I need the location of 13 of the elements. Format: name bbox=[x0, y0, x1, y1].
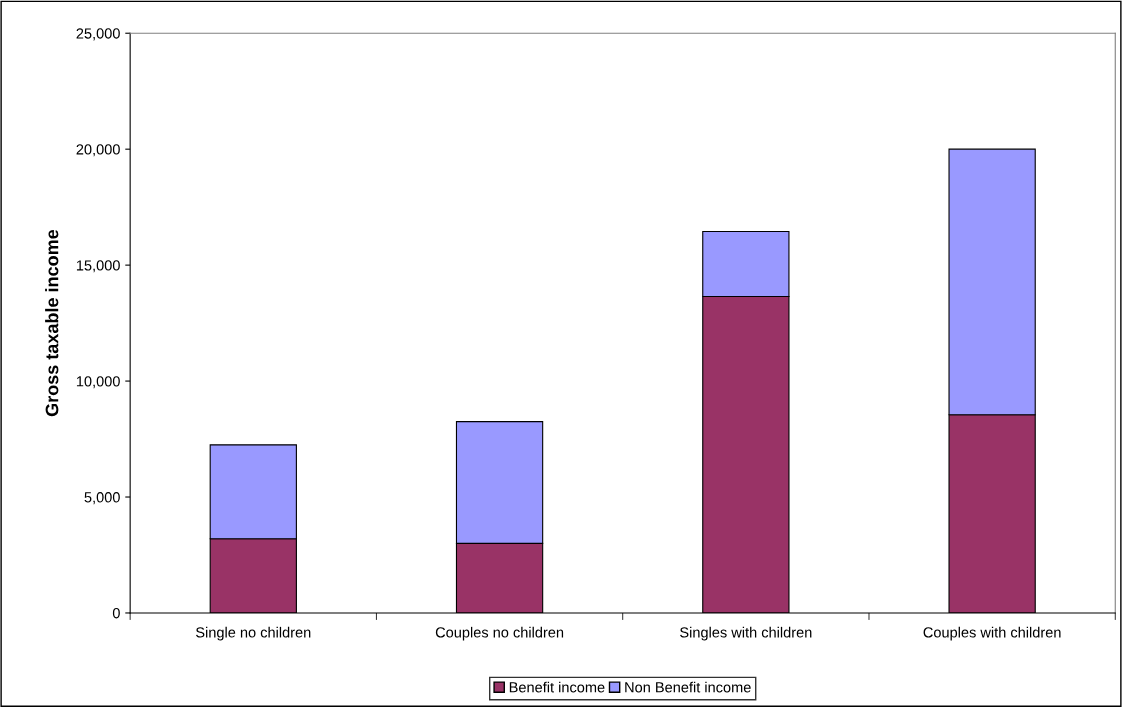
y-tick-label: 10,000 bbox=[76, 376, 120, 389]
x-tick-label: Singles with children bbox=[680, 626, 812, 641]
x-tick-label: Couples with children bbox=[923, 626, 1061, 641]
y-tick-label: 25,000 bbox=[76, 28, 120, 41]
x-tick-label: Couples no children bbox=[435, 626, 564, 641]
y-tick-label: 5,000 bbox=[84, 492, 120, 505]
y-tick-label: 0 bbox=[112, 608, 120, 619]
y-axis-title: Gross taxable income bbox=[45, 229, 59, 417]
y-tick-label: 15,000 bbox=[76, 260, 120, 273]
legend-label: Benefit income bbox=[509, 681, 605, 693]
x-tick-label: Single no children bbox=[195, 626, 311, 641]
legend-label: Non Benefit income bbox=[625, 681, 751, 693]
y-tick-label: 20,000 bbox=[76, 144, 120, 157]
